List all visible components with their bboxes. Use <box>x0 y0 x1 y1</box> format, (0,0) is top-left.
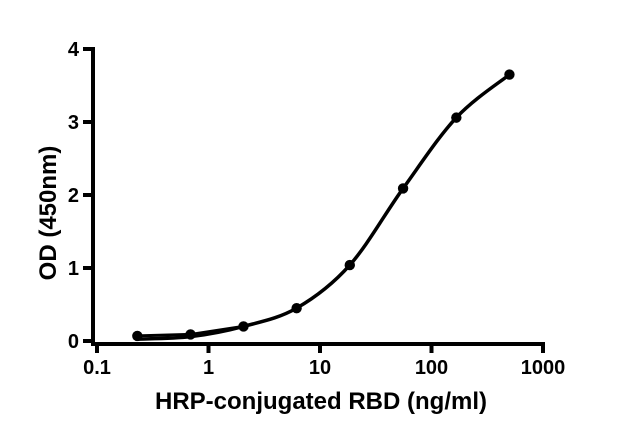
y-axis-ticks <box>83 47 93 343</box>
series-curve <box>135 72 512 341</box>
data-point <box>185 329 196 340</box>
y-axis: 0 1 2 3 4 OD (450nm) <box>35 39 95 353</box>
x-axis-title: HRP-conjugated RBD (ng/ml) <box>155 388 487 415</box>
x-tick-label: 100 <box>415 357 448 379</box>
x-tick-label: 1000 <box>521 357 566 379</box>
x-axis-tick-labels: 0.1 1 10 100 1000 <box>83 357 565 379</box>
y-tick-label: 4 <box>68 39 80 61</box>
data-point <box>504 69 515 80</box>
y-tick-label: 3 <box>68 112 79 134</box>
data-point <box>291 302 302 314</box>
x-axis: 0.1 1 10 100 1000 HRP-conjugated RBD (ng/ml) <box>83 342 565 415</box>
data-point <box>344 259 355 271</box>
y-tick-label: 0 <box>68 331 79 353</box>
y-axis-tick-labels: 0 1 2 3 4 <box>68 39 80 353</box>
x-tick-label: 0.1 <box>83 357 111 379</box>
series-points <box>132 69 515 342</box>
data-point <box>451 112 462 123</box>
y-tick-label: 1 <box>68 258 79 280</box>
data-point <box>238 321 249 332</box>
data-point <box>397 183 409 194</box>
y-axis-title: OD (450nm) <box>35 146 62 281</box>
x-tick-label: 10 <box>309 357 331 379</box>
x-axis-ticks <box>95 342 545 353</box>
x-tick-label: 1 <box>203 357 214 379</box>
y-tick-label: 2 <box>68 185 79 207</box>
fit-curve <box>135 72 512 341</box>
data-point <box>132 330 143 342</box>
